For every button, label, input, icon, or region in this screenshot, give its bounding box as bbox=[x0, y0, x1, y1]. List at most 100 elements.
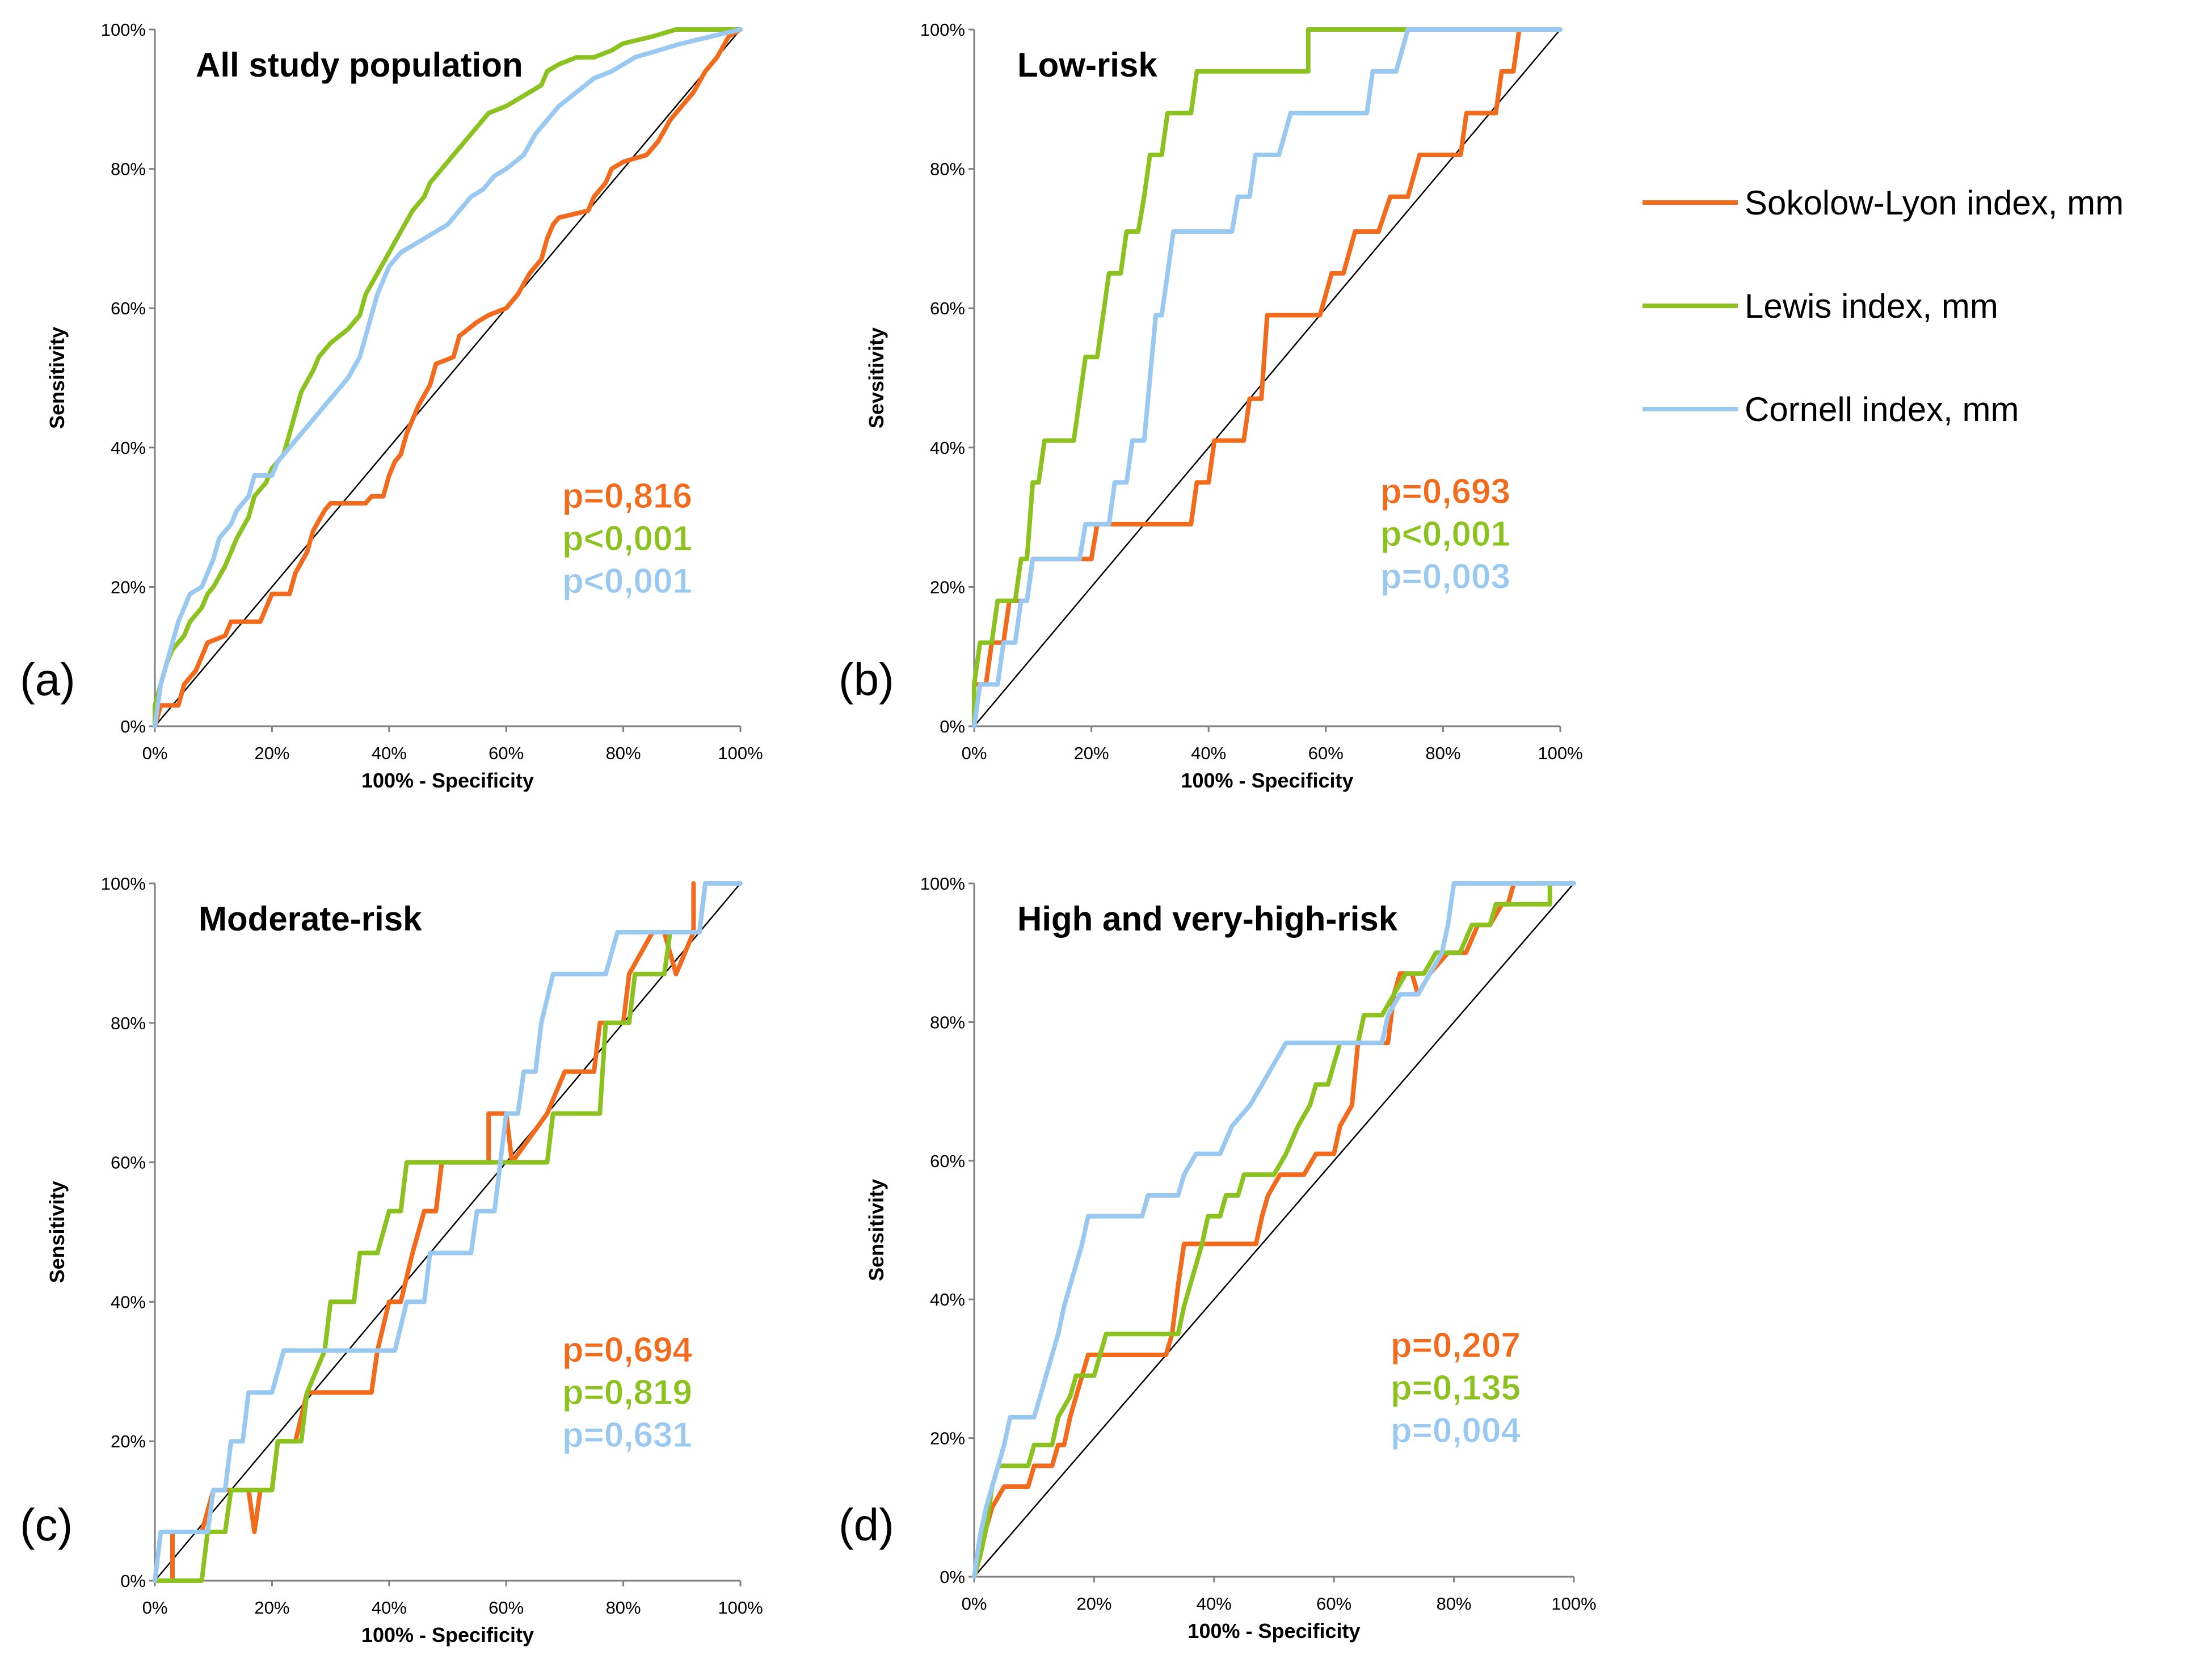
p-value-label: p=0,135 bbox=[1391, 1369, 1521, 1408]
y-axis-title: Sensitivity bbox=[865, 1179, 888, 1281]
y-tick-label: 100% bbox=[920, 874, 965, 894]
chart-panel-0: 0% 20% 40% 60% 80% 100% 0% 20% 40% 60% 80% 100% 100%… bbox=[20, 20, 763, 792]
panel-title: Moderate-risk bbox=[199, 900, 422, 938]
x-tick-label: 100% bbox=[718, 743, 763, 763]
y-tick-label: 100% bbox=[101, 20, 146, 40]
panel-title: All study population bbox=[196, 46, 523, 84]
y-tick-label: 40% bbox=[930, 438, 965, 458]
y-tick-label: 40% bbox=[111, 438, 146, 458]
roc-line-sokolow bbox=[972, 27, 1522, 729]
p-value-label: p<0,001 bbox=[1380, 515, 1510, 554]
chart-panel-1: 0% 20% 40% 60% 80% 100% 0% 20% 40% 60% 80% 100% 100%… bbox=[839, 20, 1583, 792]
x-tick-label: 40% bbox=[372, 743, 407, 763]
x-tick-label: 40% bbox=[372, 1598, 407, 1618]
x-axis-title: 100% - Specificity bbox=[361, 769, 534, 792]
legend-label: Sokolow-Lyon index, mm bbox=[1745, 184, 2124, 222]
chart-panel-2: 0% 20% 40% 60% 80% 100% 0% 20% 40% 60% 80% 100% 100%… bbox=[20, 874, 763, 1647]
p-value-label: p<0,001 bbox=[562, 562, 692, 601]
y-tick-label: 0% bbox=[120, 717, 146, 736]
y-tick-label: 60% bbox=[930, 298, 965, 318]
y-tick-label: 80% bbox=[930, 159, 965, 179]
y-tick-label: 0% bbox=[940, 717, 965, 736]
y-tick-label: 100% bbox=[101, 874, 146, 894]
p-value-label: p=0,694 bbox=[562, 1330, 693, 1370]
y-axis-title: Sevsitivity bbox=[865, 327, 888, 428]
reference-diagonal-line bbox=[154, 28, 742, 727]
p-value-label: p=0,004 bbox=[1391, 1411, 1521, 1450]
panel-letter: (c) bbox=[20, 1500, 73, 1550]
x-tick-label: 100% bbox=[718, 1598, 763, 1618]
x-tick-label: 60% bbox=[489, 743, 524, 763]
legend-label: Cornell index, mm bbox=[1745, 390, 2019, 428]
x-tick-label: 80% bbox=[606, 1598, 641, 1618]
panel-title: High and very-high-risk bbox=[1017, 900, 1398, 938]
x-tick-label: 0% bbox=[142, 1598, 168, 1618]
y-axis-title: Sensitivity bbox=[45, 1181, 69, 1283]
roc-line-lewis bbox=[153, 27, 743, 729]
x-axis-title: 100% - Specificity bbox=[1181, 769, 1353, 792]
x-tick-label: 0% bbox=[142, 743, 168, 763]
x-tick-label: 60% bbox=[1316, 1594, 1351, 1614]
y-tick-label: 0% bbox=[940, 1567, 965, 1587]
legend: Sokolow-Lyon index, mm Lewis index, mm Cor… bbox=[1643, 184, 2124, 428]
y-tick-label: 40% bbox=[111, 1292, 146, 1312]
y-tick-label: 20% bbox=[111, 1431, 146, 1451]
y-tick-label: 100% bbox=[920, 20, 965, 40]
roc-line-lewis bbox=[153, 881, 708, 1583]
y-tick-label: 20% bbox=[930, 1429, 965, 1449]
p-value-label: p=0,816 bbox=[562, 477, 692, 516]
y-tick-label: 20% bbox=[111, 577, 146, 597]
roc-line-sokolow bbox=[972, 881, 1517, 1579]
x-tick-label: 40% bbox=[1191, 743, 1226, 763]
x-tick-label: 60% bbox=[489, 1598, 524, 1618]
y-tick-label: 80% bbox=[930, 1012, 965, 1032]
x-tick-label: 80% bbox=[1425, 743, 1460, 763]
roc-line-lewis bbox=[972, 27, 1563, 729]
roc-line-sokolow bbox=[153, 881, 696, 1583]
chart-panel-3: 0% 20% 40% 60% 80% 100% 0% 20% 40% 60% 80% 100% 100%… bbox=[839, 874, 1597, 1643]
y-tick-label: 40% bbox=[930, 1290, 965, 1310]
panel-letter: (b) bbox=[839, 654, 894, 705]
roc-line-cornell bbox=[153, 881, 743, 1583]
x-tick-label: 100% bbox=[1551, 1594, 1596, 1614]
legend-label: Lewis index, mm bbox=[1745, 287, 1998, 325]
x-tick-label: 0% bbox=[962, 1594, 987, 1614]
reference-diagonal-line bbox=[973, 28, 1561, 727]
roc-line-cornell bbox=[153, 27, 743, 729]
panel-letter: (a) bbox=[20, 654, 75, 705]
reference-diagonal-line bbox=[154, 882, 742, 1582]
x-axis-title: 100% - Specificity bbox=[1187, 1619, 1360, 1643]
roc-line-cornell bbox=[972, 27, 1563, 729]
panel-title: Low-risk bbox=[1017, 46, 1157, 84]
roc-line-sokolow bbox=[153, 27, 743, 729]
y-tick-label: 60% bbox=[930, 1151, 965, 1171]
x-tick-label: 40% bbox=[1197, 1594, 1232, 1614]
p-value-label: p<0,001 bbox=[562, 519, 692, 558]
x-tick-label: 20% bbox=[1076, 1594, 1111, 1614]
x-tick-label: 100% bbox=[1538, 743, 1582, 763]
panel-letter: (d) bbox=[839, 1500, 894, 1550]
x-tick-label: 80% bbox=[1437, 1594, 1472, 1614]
y-tick-label: 0% bbox=[120, 1571, 146, 1591]
x-tick-label: 20% bbox=[254, 743, 289, 763]
x-tick-label: 0% bbox=[962, 743, 987, 763]
y-axis-title: Sensitivity bbox=[45, 327, 69, 429]
y-tick-label: 20% bbox=[930, 577, 965, 597]
roc-line-cornell bbox=[972, 881, 1576, 1579]
y-tick-label: 60% bbox=[111, 1153, 146, 1173]
y-tick-label: 80% bbox=[111, 1013, 146, 1033]
p-value-label: p=0,819 bbox=[562, 1373, 692, 1412]
y-tick-label: 80% bbox=[111, 159, 146, 179]
x-tick-label: 20% bbox=[1074, 743, 1109, 763]
roc-line-lewis bbox=[972, 881, 1576, 1579]
roc-panels: 0% 20% 40% 60% 80% 100% 0% 20% 40% 60% 80% 100% 100%… bbox=[20, 20, 1597, 1647]
p-value-label: p=0,693 bbox=[1380, 472, 1510, 511]
x-tick-label: 60% bbox=[1308, 743, 1344, 763]
p-value-label: p=0,003 bbox=[1380, 557, 1510, 596]
x-tick-label: 80% bbox=[606, 743, 641, 763]
p-value-label: p=0,207 bbox=[1391, 1326, 1521, 1365]
x-axis-title: 100% - Specificity bbox=[361, 1623, 534, 1647]
y-tick-label: 60% bbox=[111, 298, 146, 318]
x-tick-label: 20% bbox=[254, 1598, 289, 1618]
